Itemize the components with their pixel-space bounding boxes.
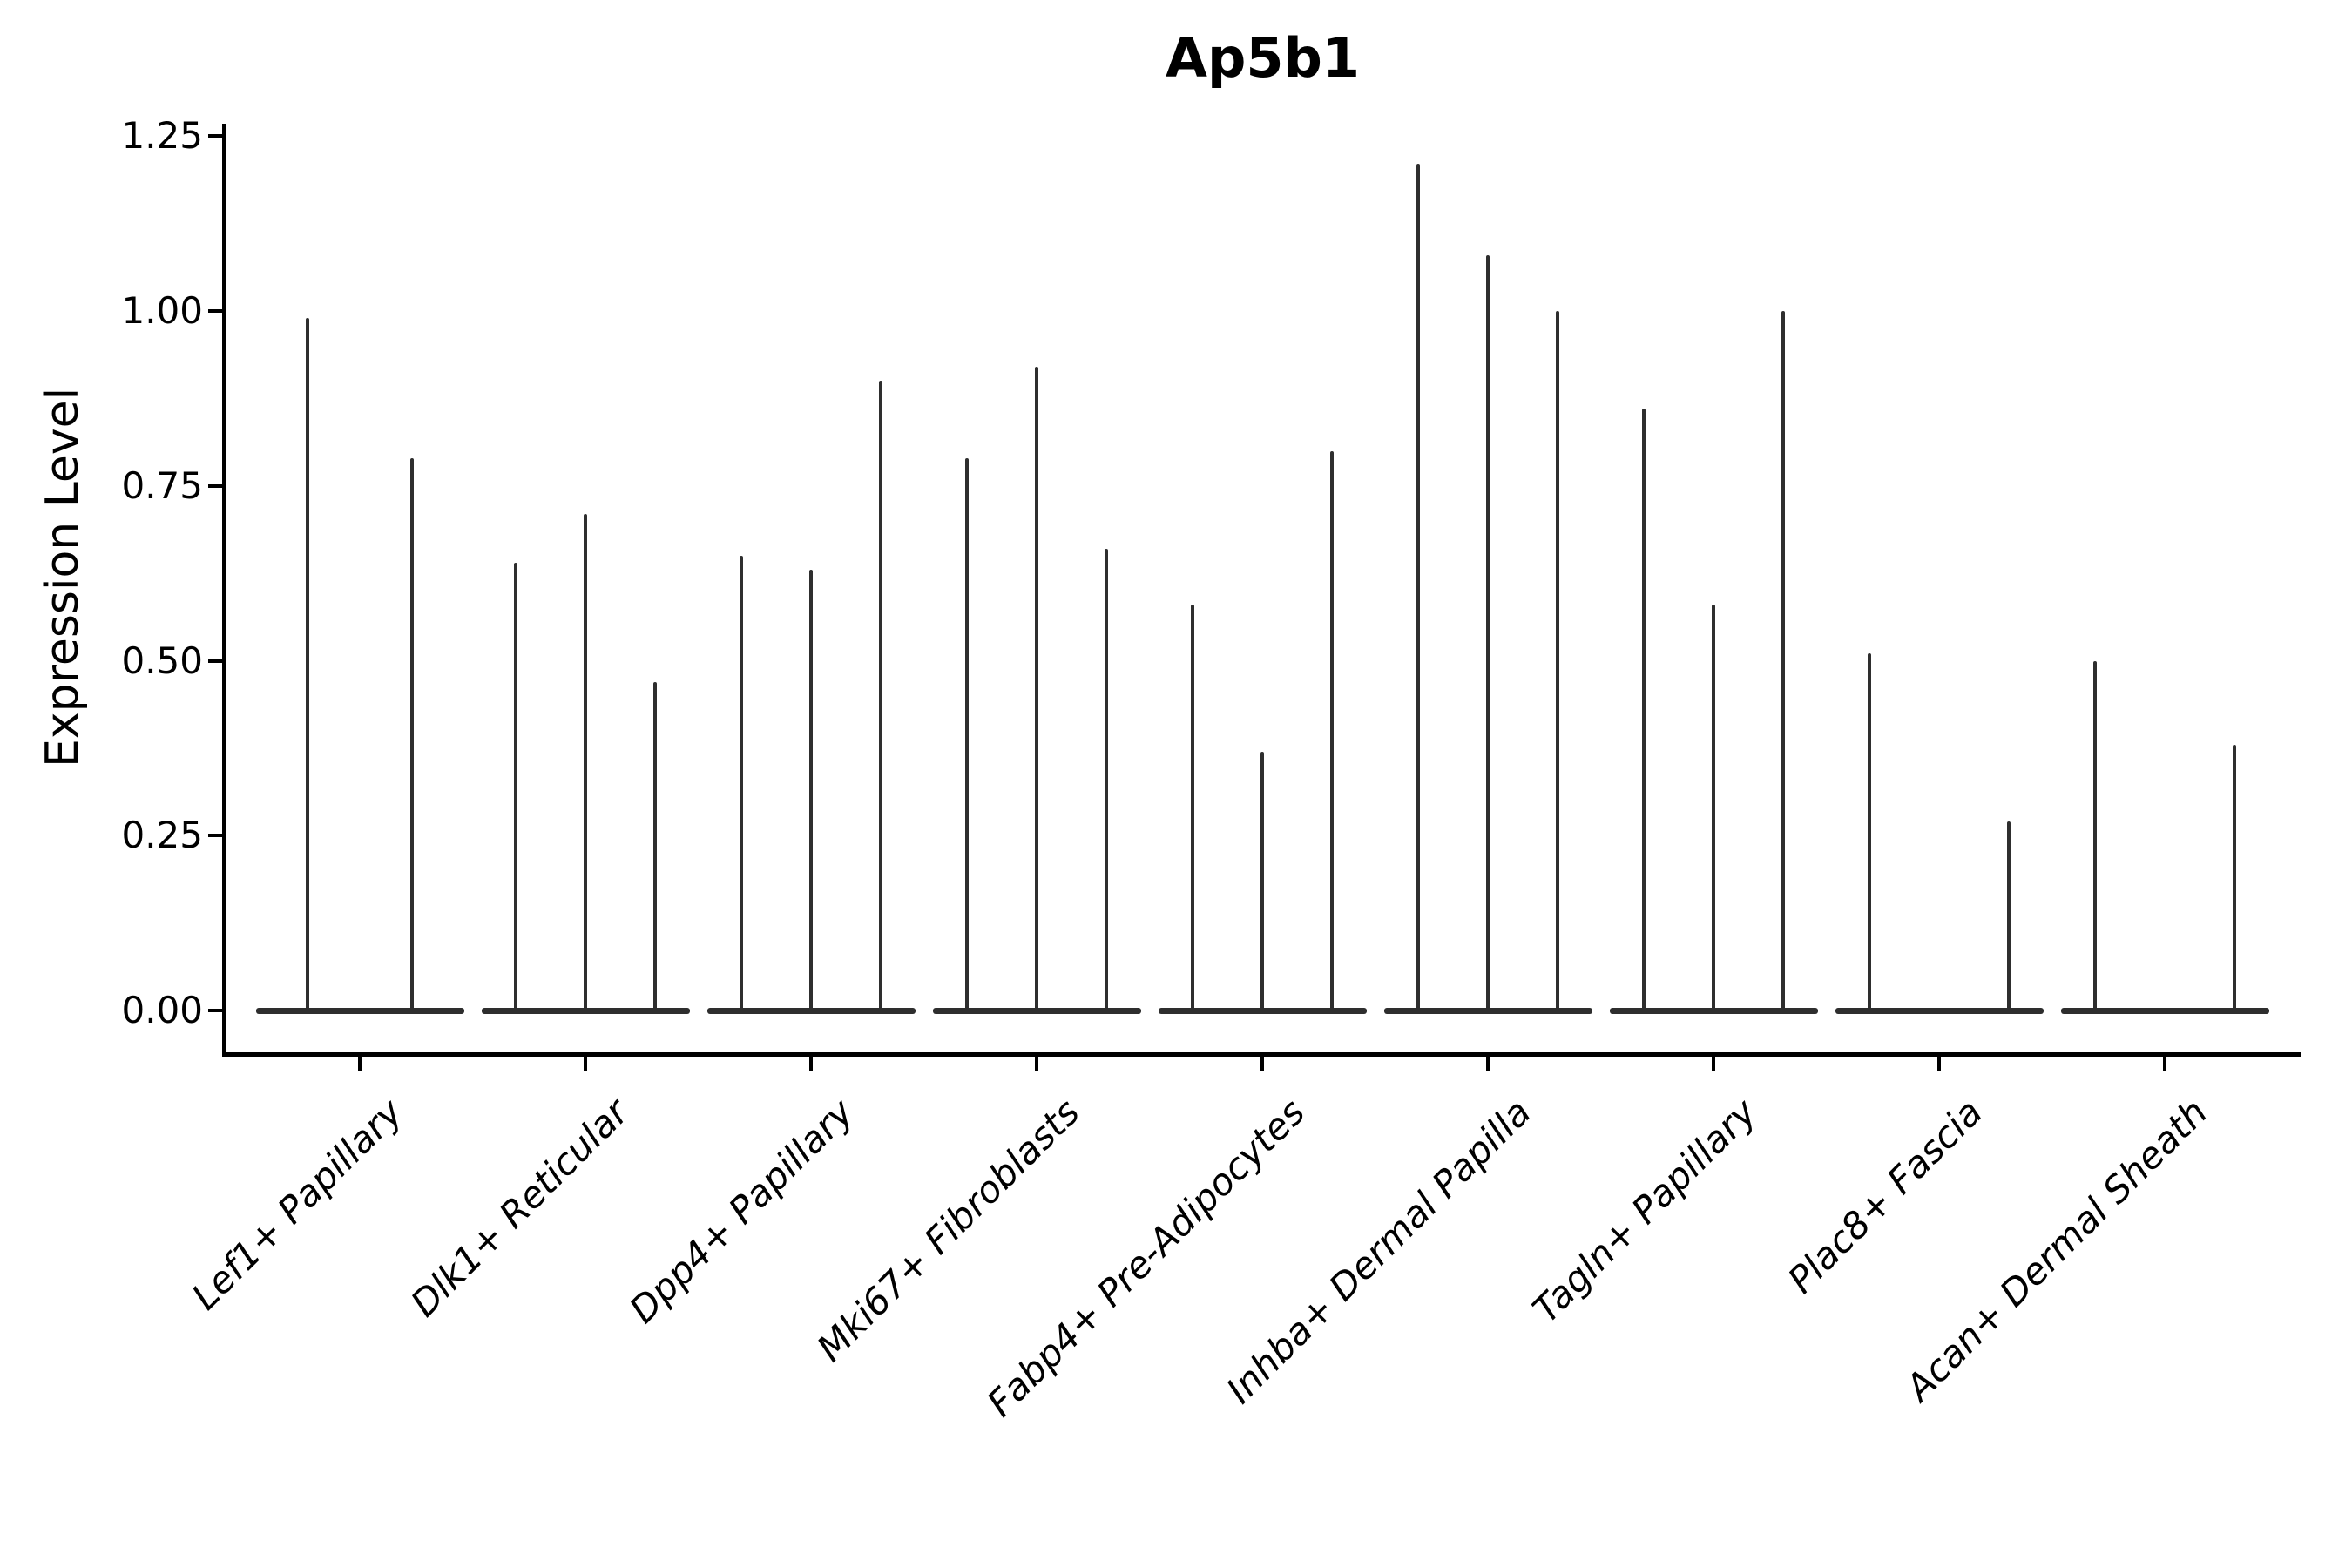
x-tick-mark — [1486, 1057, 1490, 1071]
violin-spike — [584, 513, 587, 1013]
y-tick-label: 1.00 — [121, 289, 203, 332]
violin-baseline — [255, 1007, 464, 1014]
violin-spike — [306, 318, 310, 1013]
y-tick-mark — [208, 483, 222, 488]
violin-spike — [409, 457, 414, 1013]
x-axis-spine — [222, 1052, 2301, 1057]
violin-baseline — [2060, 1007, 2269, 1014]
y-tick-mark — [208, 834, 222, 838]
violin-spike — [2232, 744, 2236, 1013]
y-axis-label: Expression Level — [37, 387, 89, 768]
violin-spike — [965, 457, 970, 1013]
y-tick-mark — [208, 134, 222, 139]
x-tick-label: Lef1+ Papillary — [183, 1091, 411, 1318]
violin-spike — [809, 570, 813, 1013]
x-tick-mark — [1712, 1057, 1715, 1071]
x-tick-mark — [358, 1057, 362, 1071]
violin-spike — [1486, 254, 1490, 1013]
violin-spike — [1642, 409, 1646, 1013]
x-tick-label: Tagln+ Papillary — [1524, 1091, 1765, 1331]
x-tick-label: Dlk1+ Reticular — [402, 1091, 637, 1325]
x-tick-mark — [1937, 1057, 1941, 1071]
violin-spike — [2006, 821, 2011, 1013]
violin-baseline — [1835, 1007, 2044, 1014]
violin-spike — [1329, 450, 1334, 1013]
x-tick-label: Plac8+ Fascia — [1779, 1091, 1990, 1302]
x-tick-label: Dpp4+ Papillary — [621, 1091, 862, 1332]
y-axis-spine — [222, 124, 226, 1057]
violin-spike — [1555, 311, 1559, 1013]
violin-spike — [1781, 311, 1785, 1013]
y-tick-label: 0.75 — [121, 463, 203, 507]
x-tick-mark — [809, 1057, 813, 1071]
y-tick-label: 0.25 — [121, 814, 203, 857]
violin-spike — [652, 681, 657, 1013]
violin-spike — [1416, 164, 1421, 1013]
violin-spike — [1712, 605, 1715, 1013]
chart-title: Ap5b1 — [1165, 26, 1361, 90]
y-tick-mark — [208, 1009, 222, 1012]
violin-spike — [1868, 653, 1872, 1013]
x-tick-mark — [584, 1057, 587, 1071]
violin-spike — [1191, 605, 1195, 1013]
violin-spike — [1035, 367, 1038, 1013]
x-tick-mark — [1260, 1057, 1264, 1071]
x-tick-mark — [2163, 1057, 2166, 1071]
violin-spike — [740, 556, 744, 1013]
violin-spike — [878, 381, 882, 1013]
x-tick-mark — [1035, 1057, 1038, 1071]
y-tick-label: 0.00 — [121, 989, 203, 1031]
y-tick-mark — [208, 659, 222, 663]
violin-spike — [1104, 549, 1108, 1013]
y-tick-label: 0.50 — [121, 639, 203, 682]
violin-spike — [2093, 660, 2098, 1013]
y-tick-label: 1.25 — [121, 114, 203, 158]
violin-spike — [514, 563, 518, 1013]
y-tick-mark — [208, 309, 222, 313]
violin-spike — [1260, 751, 1264, 1013]
